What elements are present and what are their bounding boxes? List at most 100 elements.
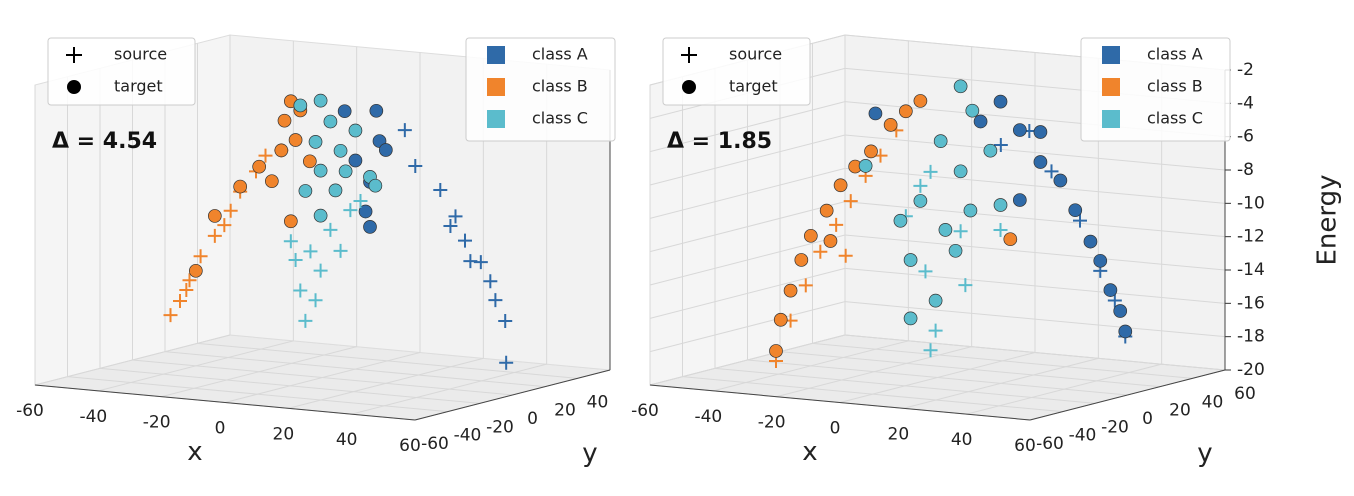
class-legend: class A class B class C <box>465 37 616 142</box>
target-point <box>348 123 363 138</box>
legend-label: class B <box>532 77 588 96</box>
target-point <box>913 194 928 208</box>
source-point <box>499 355 514 370</box>
source-point <box>288 253 303 268</box>
legend-swatch <box>1102 110 1120 128</box>
x-tick-label: -40 <box>694 407 722 427</box>
legend-label: class C <box>1147 109 1203 128</box>
source-point <box>1073 213 1087 228</box>
source-point <box>913 178 928 193</box>
grid-line <box>197 342 578 379</box>
grid-line <box>844 167 1226 204</box>
grid-line <box>649 334 846 386</box>
target-point <box>913 94 928 108</box>
target-point <box>933 134 948 148</box>
source-point <box>182 273 197 288</box>
target-point <box>1093 253 1108 268</box>
z-tick-label: -18 <box>1237 327 1265 347</box>
source-point <box>443 218 458 233</box>
target-point <box>188 263 203 278</box>
y-tick-label: 60 <box>1234 384 1256 404</box>
grid-line <box>844 234 1226 271</box>
source-point <box>448 209 463 224</box>
source-point <box>829 217 844 232</box>
target-point <box>323 114 338 129</box>
grid-line <box>649 134 846 186</box>
y-tick-label: 0 <box>527 409 538 429</box>
grid-line <box>812 342 1193 379</box>
target-point <box>858 159 873 173</box>
target-point <box>794 253 809 267</box>
target-point <box>348 153 363 168</box>
legend-symbol <box>682 80 696 94</box>
y-tick-label: 20 <box>554 401 576 421</box>
x-tick-label: -20 <box>143 413 171 433</box>
class-legend: class A class B class C <box>1080 37 1231 142</box>
target-point <box>308 135 323 149</box>
grid-line <box>844 201 1226 238</box>
target-point <box>898 104 913 119</box>
grid-line <box>649 301 846 353</box>
target-point <box>1053 173 1068 188</box>
z-axis-label: Energy <box>1313 174 1343 265</box>
grid-line <box>779 351 1161 388</box>
source-point <box>798 278 813 293</box>
target-point <box>328 183 343 198</box>
x-tick-label: -40 <box>79 407 107 427</box>
source-point <box>298 313 313 328</box>
target-point <box>883 117 898 132</box>
source-point <box>473 255 488 270</box>
legend-symbol <box>67 80 81 94</box>
legend-label: class C <box>532 109 588 128</box>
legend-label: source <box>729 45 782 64</box>
x-tick-label: 20 <box>273 424 295 444</box>
source-point <box>923 164 938 179</box>
target-point <box>1033 155 1048 169</box>
source-point <box>993 138 1008 152</box>
y-axis-line <box>1029 369 1226 421</box>
y-tick-label: 0 <box>1142 409 1153 429</box>
source-point <box>217 218 232 233</box>
source-point <box>173 294 187 309</box>
target-point <box>293 98 308 113</box>
source-point <box>353 194 368 208</box>
y-tick-label: 40 <box>587 392 609 412</box>
target-point <box>313 163 328 178</box>
x-tick-label: 60 <box>399 436 421 456</box>
source-point <box>953 224 968 239</box>
source-point <box>193 249 208 264</box>
grid-line <box>747 359 1128 396</box>
target-point <box>358 204 373 219</box>
source-point <box>838 248 853 263</box>
panel: -60 -40 -20 0 20 40 60 -60 -40 -20 0 20 40x yΔ = 4.54… <box>16 34 616 469</box>
target-point <box>363 220 377 234</box>
grid-line <box>99 367 481 404</box>
target-point <box>264 174 279 189</box>
target-point <box>1118 324 1133 339</box>
y-tick-label: -60 <box>1036 434 1064 454</box>
source-point <box>408 159 423 174</box>
target-point <box>903 253 918 267</box>
panel: -60 -40 -20 0 20 40 60 -60 -40 -20 0 20 40 60-20-18-1… <box>631 34 1343 469</box>
target-point <box>1033 125 1048 139</box>
legend-label: source <box>114 45 167 64</box>
legend-swatch <box>1102 46 1120 64</box>
x-axis-line <box>649 384 1031 421</box>
grid-line <box>132 359 513 396</box>
grid-line <box>649 201 846 253</box>
z-tick-label: -14 <box>1237 260 1265 280</box>
source-point <box>179 282 194 297</box>
legend-swatch <box>1102 78 1120 96</box>
x-tick-label: 40 <box>951 430 973 450</box>
target-point <box>833 178 848 193</box>
grid-line <box>649 267 846 319</box>
marker-legend: source target <box>47 37 196 106</box>
x-axis-line <box>34 384 416 421</box>
annotation: Δ = 4.54 <box>52 129 157 154</box>
x-axis-label: x <box>187 437 202 467</box>
source-point <box>163 308 178 323</box>
legend-symbol <box>681 47 697 63</box>
grid-line <box>714 367 1096 404</box>
target-point <box>769 344 783 358</box>
source-point <box>993 222 1008 237</box>
